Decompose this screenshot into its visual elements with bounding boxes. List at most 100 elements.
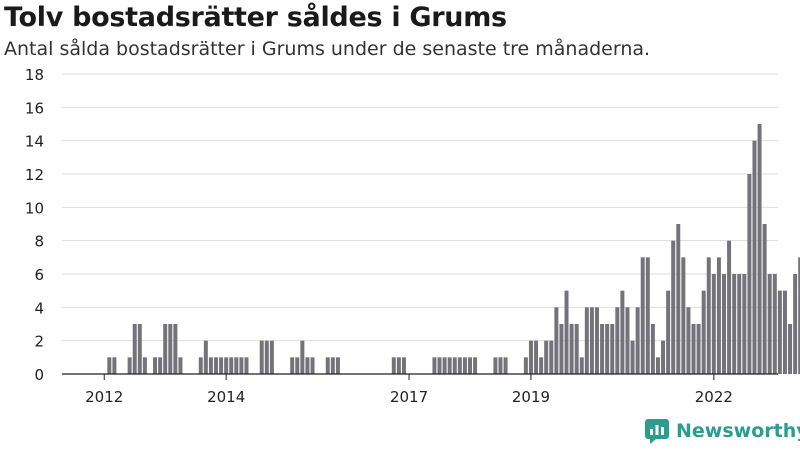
- bar: [468, 357, 472, 374]
- bar: [264, 340, 269, 374]
- y-tick-label: 10: [25, 199, 44, 217]
- bar: [244, 357, 249, 374]
- bar: [330, 357, 335, 374]
- bar: [554, 307, 559, 374]
- x-tick-label: 2022: [695, 388, 733, 406]
- bar: [132, 324, 137, 374]
- bar: [640, 257, 645, 374]
- bar: [600, 324, 605, 374]
- bar: [234, 357, 239, 374]
- bar: [686, 307, 691, 374]
- bar: [396, 357, 401, 374]
- bar: [214, 357, 218, 374]
- bar: [127, 357, 132, 374]
- bar: [793, 274, 798, 374]
- bar: [676, 224, 681, 374]
- bar: [645, 257, 650, 374]
- bar: [442, 357, 447, 374]
- bar: [661, 340, 666, 374]
- y-tick-label: 6: [34, 266, 44, 284]
- bar: [198, 357, 203, 374]
- y-tick-label: 12: [25, 166, 44, 184]
- bar: [762, 224, 767, 374]
- bar: [391, 357, 396, 374]
- bar: [452, 357, 457, 374]
- y-tick-label: 16: [25, 99, 44, 117]
- y-tick-label: 4: [34, 299, 44, 317]
- bar: [610, 324, 615, 374]
- chart-subtitle: Antal sålda bostadsrätter i Grums under …: [4, 38, 651, 60]
- bar: [788, 324, 793, 374]
- bar: [589, 307, 594, 374]
- bar: [498, 357, 503, 374]
- bar: [528, 340, 533, 374]
- y-tick-label: 18: [25, 66, 44, 84]
- bar: [534, 340, 539, 374]
- bar: [142, 357, 147, 374]
- bar: [757, 124, 762, 374]
- bar: [437, 357, 442, 374]
- bar: [706, 257, 711, 374]
- bar: [239, 357, 244, 374]
- bar: [595, 307, 599, 374]
- bar: [107, 357, 112, 374]
- bar: [630, 340, 635, 374]
- bar: [259, 340, 264, 374]
- bar: [300, 340, 305, 374]
- bar: [305, 357, 310, 374]
- bar: [457, 357, 462, 374]
- bar: [681, 257, 686, 374]
- bar: [137, 324, 142, 374]
- bar: [290, 357, 295, 374]
- bar: [798, 257, 800, 374]
- y-tick-label: 14: [25, 133, 44, 151]
- newsworthy-logo: Newsworthy: [644, 418, 800, 444]
- bar: [224, 357, 229, 374]
- bar: [650, 324, 655, 374]
- bar: [747, 174, 752, 374]
- bar: [666, 290, 671, 374]
- x-tick-label: 2017: [390, 388, 428, 406]
- bar: [625, 307, 630, 374]
- bar: [173, 324, 178, 374]
- bar: [727, 240, 732, 374]
- bar: [574, 324, 579, 374]
- bar: [782, 290, 787, 374]
- bar: [168, 324, 173, 374]
- bar: [635, 307, 640, 374]
- bar: [544, 340, 549, 374]
- chart-title: Tolv bostadsrätter såldes i Grums: [4, 2, 507, 33]
- bar: [767, 274, 772, 374]
- bar: [579, 357, 584, 374]
- bar: [310, 357, 315, 374]
- bar: [503, 357, 508, 374]
- x-tick-label: 2019: [512, 388, 550, 406]
- bar: [716, 257, 721, 374]
- bar: [701, 290, 706, 374]
- bar: [325, 357, 330, 374]
- brand-name: Newsworthy: [676, 420, 800, 442]
- bar: [615, 307, 620, 374]
- bar: [269, 340, 274, 374]
- bar: [112, 357, 117, 374]
- bar: [696, 324, 701, 374]
- x-tick-label: 2012: [85, 388, 123, 406]
- bar: [208, 357, 213, 374]
- bar: [691, 324, 696, 374]
- bar: [473, 357, 478, 374]
- bar: [432, 357, 437, 374]
- bar: [335, 357, 340, 374]
- y-tick-label: 8: [34, 233, 44, 251]
- bar: [158, 357, 163, 374]
- bar: [732, 274, 737, 374]
- bar: [605, 324, 610, 374]
- bar: [722, 274, 726, 374]
- bar: [462, 357, 467, 374]
- bar: [620, 290, 625, 374]
- bar: [203, 340, 208, 374]
- bar: [539, 357, 544, 374]
- bar: [163, 324, 168, 374]
- bar: [742, 274, 747, 374]
- y-tick-label: 0: [34, 366, 44, 384]
